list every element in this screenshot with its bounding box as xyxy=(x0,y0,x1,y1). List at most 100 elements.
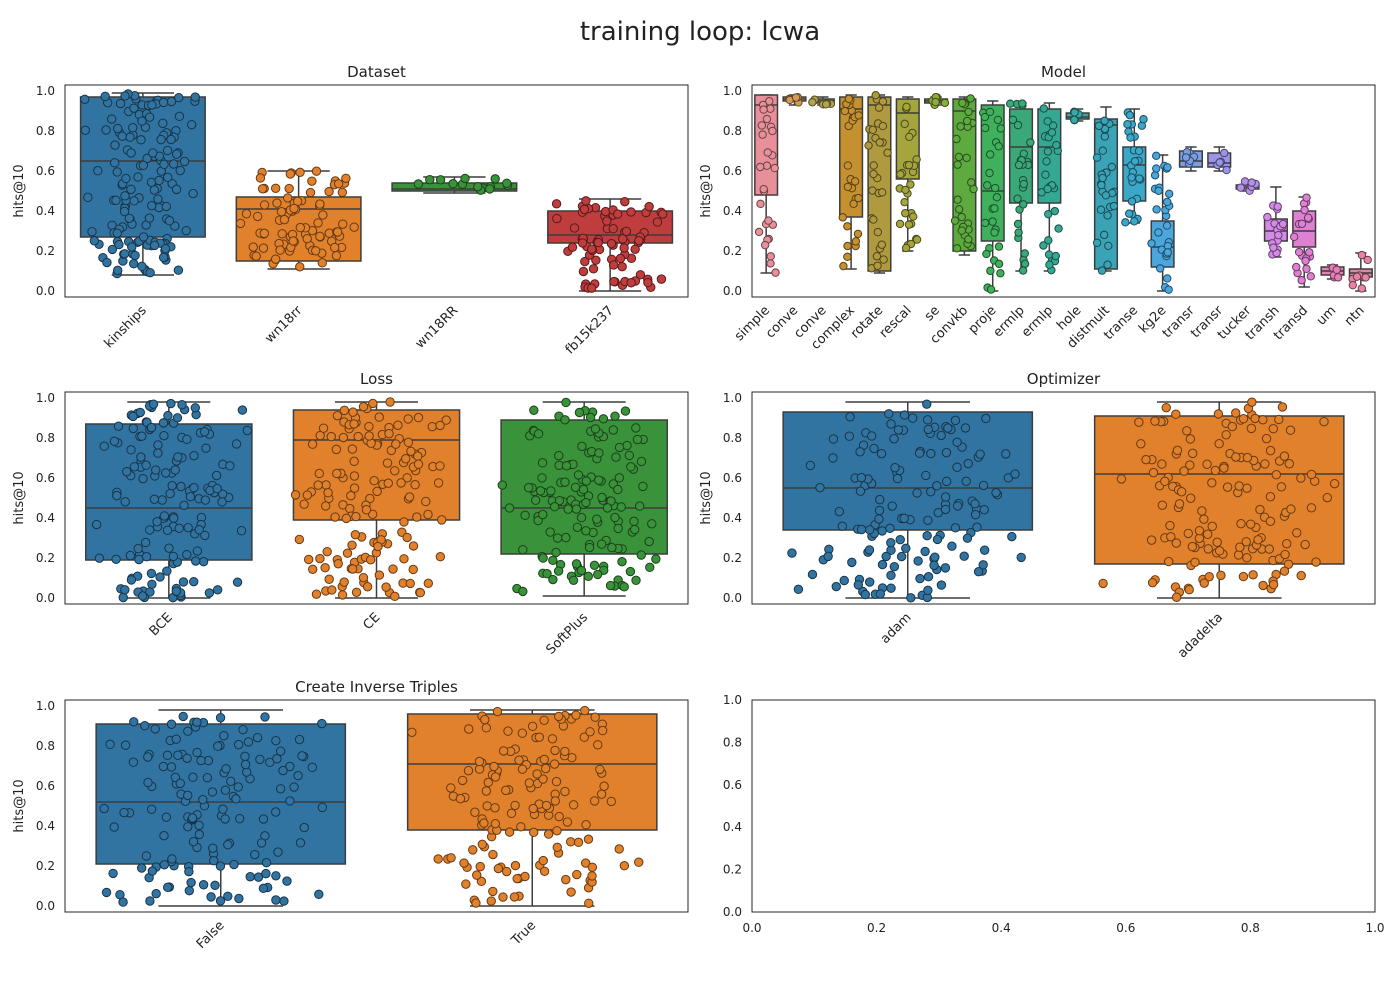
swarm-point xyxy=(1044,250,1054,259)
swarm-point xyxy=(1157,459,1167,469)
swarm-point xyxy=(1018,99,1027,108)
category-group xyxy=(79,89,206,279)
swarm-point xyxy=(1171,592,1182,602)
swarm-point xyxy=(873,227,883,237)
swarm-point xyxy=(141,460,151,470)
swarm-point xyxy=(1306,272,1315,281)
swarm-point xyxy=(1216,570,1226,581)
swarm-point xyxy=(886,419,896,429)
swarm-point xyxy=(293,770,303,781)
category-group xyxy=(497,397,668,597)
swarm-point xyxy=(259,228,270,239)
swarm-point xyxy=(482,801,492,811)
swarm-point xyxy=(1121,218,1130,227)
swarm-point xyxy=(930,552,940,562)
swarm-point xyxy=(187,813,198,823)
swarm-point xyxy=(879,255,888,264)
swarm-point xyxy=(594,448,604,458)
swarm-point xyxy=(138,473,148,484)
swarm-point xyxy=(1162,221,1172,230)
swarm-point xyxy=(1146,535,1157,545)
swarm-point xyxy=(647,519,657,529)
swarm-point xyxy=(198,556,209,567)
swarm-point xyxy=(108,868,118,879)
swarm-point xyxy=(158,252,169,263)
swarm-point xyxy=(1234,481,1244,491)
swarm-point xyxy=(393,420,403,430)
swarm-point xyxy=(1100,132,1110,141)
swarm-point xyxy=(199,427,210,437)
swarm-point xyxy=(901,243,911,253)
swarm-point xyxy=(351,511,361,522)
swarm-point xyxy=(1296,570,1306,581)
swarm-point xyxy=(563,504,573,514)
swarm-point xyxy=(1019,179,1028,189)
swarm-point xyxy=(107,114,117,124)
swarm-point xyxy=(1155,264,1165,273)
swarm-point xyxy=(129,462,140,472)
swarm-point xyxy=(532,769,542,779)
swarm-point xyxy=(1222,482,1233,492)
swarm-point xyxy=(175,165,185,176)
swarm-point xyxy=(931,97,940,107)
swarm-point xyxy=(1227,421,1237,432)
swarm-point xyxy=(787,548,797,558)
swarm-point xyxy=(127,242,137,252)
swarm-point xyxy=(1231,408,1241,418)
swarm-point xyxy=(994,142,1003,151)
swarm-point xyxy=(358,402,369,412)
swarm-point xyxy=(537,458,548,468)
swarm-point xyxy=(966,94,975,103)
swarm-point xyxy=(759,184,768,194)
swarm-point xyxy=(182,434,192,445)
swarm-point xyxy=(153,194,163,204)
swarm-point xyxy=(421,496,431,507)
swarm-point xyxy=(364,421,374,432)
swarm-point xyxy=(644,536,654,547)
swarm-point xyxy=(136,452,146,462)
swarm-point xyxy=(1051,251,1060,261)
swarm-point xyxy=(975,449,985,459)
category-group xyxy=(1147,151,1175,294)
swarm-point xyxy=(1100,116,1109,125)
swarm-point xyxy=(258,883,269,894)
swarm-point xyxy=(864,577,875,587)
swarm-point xyxy=(1253,535,1263,545)
swarm-point xyxy=(1303,213,1313,222)
swarm-point xyxy=(1014,160,1024,170)
swarm-point xyxy=(364,431,374,441)
swarm-point xyxy=(878,97,888,106)
swarm-point xyxy=(608,260,619,270)
swarm-point xyxy=(759,105,768,114)
swarm-point xyxy=(893,425,904,435)
swarm-point xyxy=(80,125,91,135)
y-tick-label: 0.2 xyxy=(723,244,742,258)
swarm-point xyxy=(144,213,155,223)
swarm-point xyxy=(954,152,964,162)
swarm-point xyxy=(909,212,918,221)
swarm-point xyxy=(435,461,445,471)
category-group xyxy=(1121,108,1148,227)
swarm-point xyxy=(758,130,767,139)
swarm-point xyxy=(161,201,172,212)
swarm-point xyxy=(1185,460,1195,470)
swarm-point xyxy=(1274,414,1284,425)
swarm-point xyxy=(590,424,601,434)
swarm-point xyxy=(855,486,866,496)
swarm-point xyxy=(307,762,318,773)
swarm-point xyxy=(959,551,969,561)
swarm-point xyxy=(404,492,415,502)
swarm-point xyxy=(194,829,205,840)
swarm-point xyxy=(498,746,509,756)
swarm-point xyxy=(821,100,831,109)
swarm-point xyxy=(299,499,309,509)
swarm-point xyxy=(615,253,626,264)
swarm-point xyxy=(183,726,193,736)
swarm-point xyxy=(435,552,446,562)
swarm-point xyxy=(234,813,245,824)
x-tick-label: SoftPlus xyxy=(544,610,592,658)
swarm-point xyxy=(120,191,130,201)
swarm-point xyxy=(433,854,443,864)
swarm-point xyxy=(807,569,818,580)
swarm-point xyxy=(1152,164,1161,173)
